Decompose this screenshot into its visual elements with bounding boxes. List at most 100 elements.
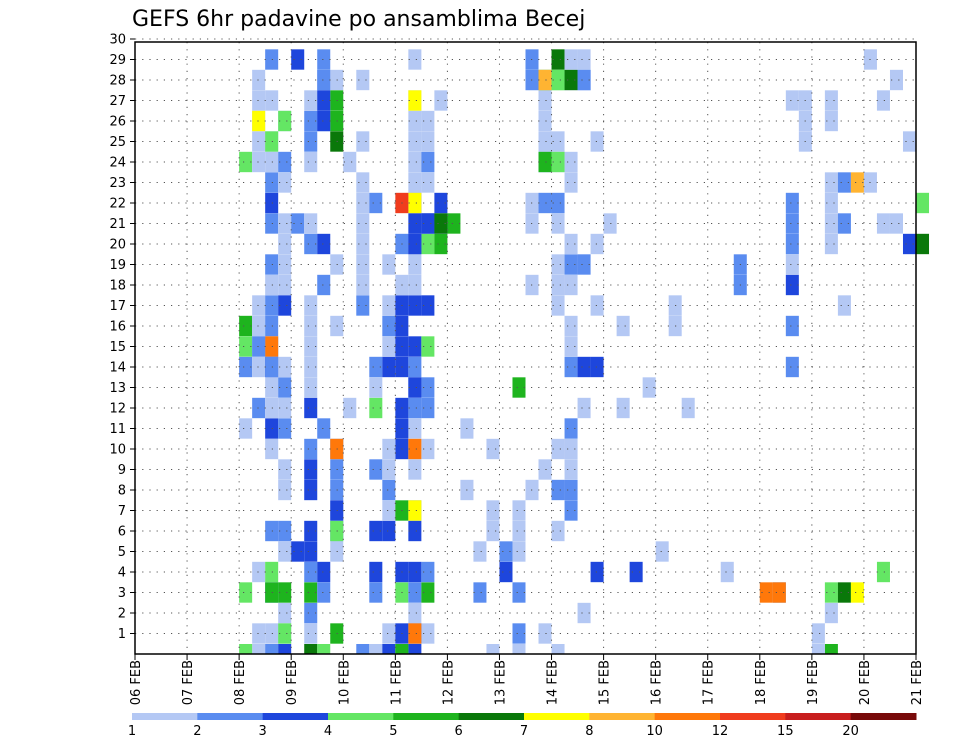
heatmap-cell: [772, 582, 786, 603]
heatmap-cell: [759, 582, 773, 603]
heatmap-cell: [538, 623, 552, 644]
heatmap-cell: [252, 151, 266, 173]
heatmap-cell: [916, 233, 930, 255]
heatmap-cell: [421, 295, 435, 316]
y-tick-label: 9: [118, 463, 126, 478]
y-tick-label: 5: [118, 545, 126, 560]
heatmap-cell: [304, 90, 318, 111]
heatmap-cell: [551, 254, 565, 275]
y-tick-label: 15: [109, 340, 126, 355]
x-tick-label: 13 FEB: [493, 660, 508, 705]
colorbar-label: 1: [128, 724, 136, 739]
heatmap-cell: [252, 90, 266, 111]
colorbar-label: 6: [455, 724, 463, 739]
heatmap-cell: [434, 233, 448, 255]
heatmap-cell: [421, 582, 435, 603]
heatmap-cell: [720, 561, 734, 583]
y-tick-label: 21: [109, 217, 126, 232]
heatmap-cell: [265, 644, 279, 654]
heatmap-cell: [317, 561, 331, 583]
heatmap-cell: [265, 520, 279, 542]
heatmap-cell: [382, 623, 396, 644]
heatmap-cell: [239, 582, 253, 603]
heatmap-cell: [499, 541, 513, 562]
heatmap-cell: [512, 520, 526, 542]
y-axis: 1234567891011121314151617181920212223242…: [109, 33, 135, 642]
y-tick-label: 3: [118, 586, 126, 601]
heatmap-cell: [577, 397, 591, 419]
x-axis: 06 FEB 07 FEB 08 FEB 09 FEB 10 FEB 11 FEB 12 F…: [129, 654, 925, 705]
heatmap-cell: [590, 233, 604, 255]
chart-title: GEFS 6hr padavine po ansamblima Becej: [132, 7, 585, 32]
colorbar-label: 4: [324, 724, 332, 739]
y-tick-label: 13: [109, 381, 126, 396]
heatmap-cell: [239, 644, 253, 654]
heatmap-cell: [876, 213, 890, 234]
heatmap-cell: [265, 315, 279, 337]
heatmap-cell: [408, 90, 422, 111]
heatmap-cell: [252, 315, 266, 337]
heatmap-cell: [239, 315, 253, 337]
heatmap-cell: [252, 623, 266, 644]
heatmap-cell: [408, 397, 422, 419]
heatmap-cell: [785, 356, 799, 378]
colorbar-label: 10: [646, 724, 663, 739]
heatmap-cell: [824, 172, 838, 193]
heatmap-cell: [824, 213, 838, 234]
colorbar-label: 12: [712, 724, 729, 739]
heatmap-cell: [408, 623, 422, 644]
x-tick-label: 16 FEB: [650, 660, 665, 705]
heatmap-cell: [824, 582, 838, 603]
heatmap-cell: [382, 459, 396, 480]
heatmap-cell: [434, 213, 448, 234]
heatmap-cell: [304, 131, 318, 152]
heatmap-cell: [538, 192, 552, 214]
colorbar-label: 8: [585, 724, 593, 739]
heatmap-cell: [824, 644, 838, 654]
heatmap-cell: [278, 623, 292, 644]
heatmap-cell: [551, 274, 565, 296]
heatmap-cell: [304, 151, 318, 173]
gridlines: [135, 38, 916, 654]
heatmap-cell: [551, 49, 565, 70]
heatmap-cell: [356, 131, 370, 152]
heatmap-cell: [356, 69, 370, 91]
heatmap-cell: [382, 644, 396, 654]
heatmap-cell: [265, 377, 279, 398]
heatmap-cell: [655, 541, 669, 562]
heatmap-cell: [278, 644, 292, 654]
colorbar-label: 2: [193, 724, 201, 739]
heatmap-cell: [356, 192, 370, 214]
heatmap-cell: [616, 397, 630, 419]
heatmap-cell: [785, 315, 799, 337]
heatmap-cell: [434, 90, 448, 111]
heatmap-cell: [382, 336, 396, 357]
heatmap-cell: [278, 172, 292, 193]
heatmap-cell: [265, 356, 279, 378]
heatmap-cell: [616, 315, 630, 337]
heatmap-cell: [421, 172, 435, 193]
heatmap-cell: [408, 295, 422, 316]
heatmap-cell: [278, 479, 292, 501]
y-tick-label: 6: [118, 525, 126, 540]
heatmap-cell: [486, 500, 500, 521]
heatmap-cell: [421, 397, 435, 419]
heatmap-cell: [564, 418, 578, 439]
heatmap-cell: [265, 397, 279, 419]
heatmap-cell: [278, 151, 292, 173]
heatmap-cell: [837, 213, 851, 234]
heatmap-cell: [876, 90, 890, 111]
heatmap-cell: [304, 541, 318, 562]
heatmap-cell: [824, 110, 838, 132]
heatmap-cell: [551, 131, 565, 152]
heatmap-cell: [343, 151, 357, 173]
heatmap-cell: [551, 69, 565, 91]
heatmap-cell: [785, 233, 799, 255]
heatmap-cell: [837, 172, 851, 193]
heatmap-cell: [850, 172, 864, 193]
heatmap-cell: [408, 459, 422, 480]
heatmap-cell: [304, 233, 318, 255]
heatmap-cell: [265, 561, 279, 583]
heatmap-cell: [265, 131, 279, 152]
heatmap-cell: [265, 192, 279, 214]
